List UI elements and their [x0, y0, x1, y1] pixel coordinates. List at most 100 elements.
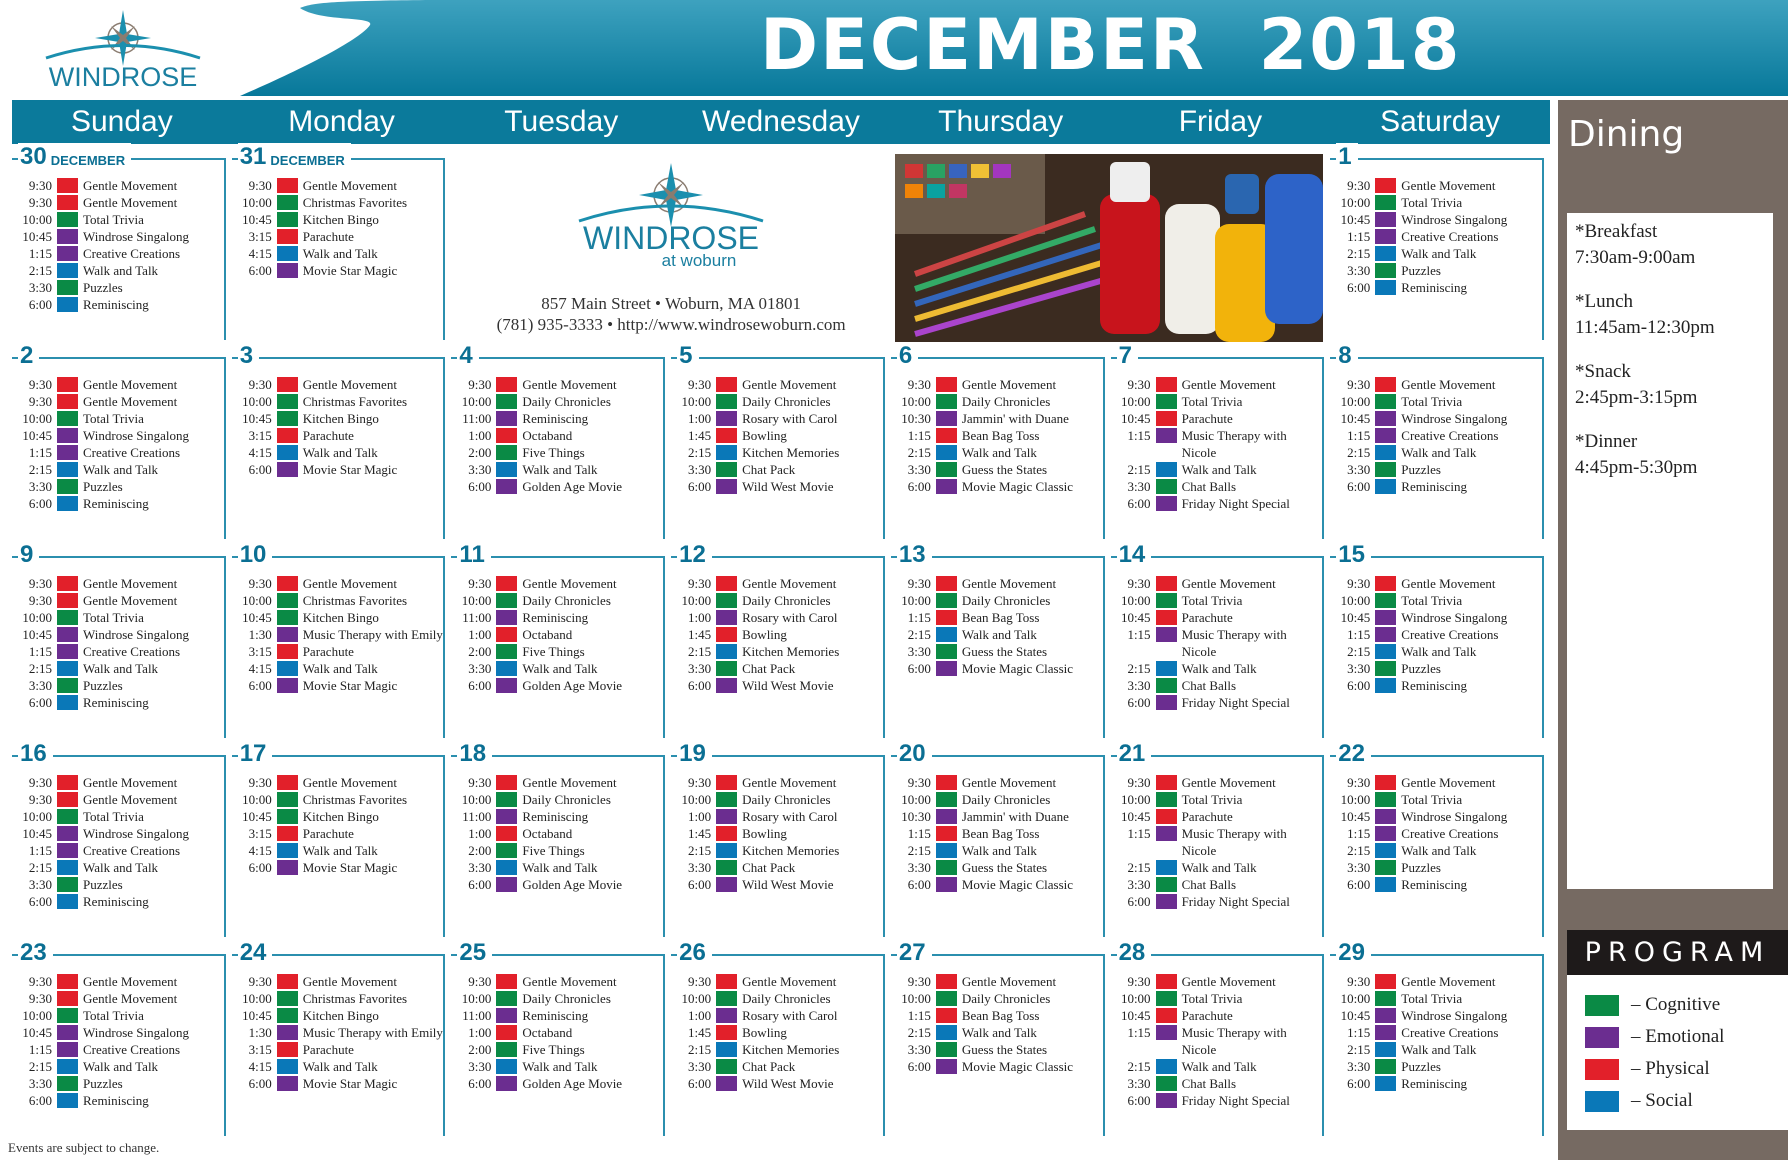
day-number: 11 [459, 541, 485, 568]
event-title: Parachute [1181, 809, 1233, 824]
event-time: 10:00 [242, 792, 272, 807]
category-swatch [935, 1042, 957, 1057]
event-title: Parachute [1181, 1008, 1233, 1023]
day-cell: 28 9:30 Gentle Movement 10:00 Total Trivia 10… [1110, 939, 1331, 1140]
event-time: 9:30 [248, 576, 272, 591]
category-swatch [496, 1059, 518, 1074]
event-title: Gentle Movement [1401, 178, 1496, 193]
category-swatch [1155, 792, 1177, 807]
event-item: 10:00 Christmas Favorites [232, 791, 444, 808]
event-time: 3:30 [1347, 661, 1371, 676]
category-swatch [276, 178, 298, 193]
event-list: 9:30 Gentle Movement 10:00 Daily Chronicles… [671, 575, 883, 694]
category-swatch [716, 1076, 738, 1091]
event-list: 9:30 Gentle Movement 10:00 Total Trivia 10:4… [1330, 575, 1542, 694]
day-cell: 22 9:30 Gentle Movement 10:00 Total Trivia 10… [1330, 740, 1550, 941]
category-swatch [1155, 894, 1177, 909]
event-item: 9:30 Gentle Movement [12, 973, 224, 990]
event-time: 6:00 [468, 877, 492, 892]
svg-text:at woburn: at woburn [662, 251, 737, 269]
event-time: 10:45 [1340, 809, 1371, 824]
paint-photo [894, 154, 1323, 342]
event-title: Movie Magic Classic [961, 661, 1074, 676]
event-title: Gentle Movement [1181, 377, 1276, 392]
event-item: 1:15 Music Therapy with Nicole [1111, 626, 1323, 660]
event-title: Five Things [522, 1042, 585, 1057]
event-time: 9:30 [248, 178, 272, 193]
event-title: Gentle Movement [961, 377, 1057, 392]
day-number: 2 [20, 342, 34, 369]
category-swatch [57, 178, 78, 193]
event-time: 3:30 [1127, 678, 1151, 693]
event-title: Parachute [302, 428, 354, 443]
category-swatch [1375, 991, 1397, 1006]
event-title: Wild West Movie [742, 877, 834, 892]
category-swatch [57, 877, 78, 892]
event-time: 2:15 [1347, 246, 1371, 261]
month-title: DECEMBER 2018 [760, 4, 1462, 86]
event-item: 2:00 Five Things [451, 444, 663, 461]
event-time: 3:30 [1347, 860, 1371, 875]
event-item: 3:30 Puzzles [12, 279, 224, 296]
event-time: 10:00 [242, 593, 272, 608]
day-number: 16 [20, 740, 47, 767]
event-title: Daily Chronicles [961, 394, 1051, 409]
event-item: 2:15 Kitchen Memories [671, 842, 883, 859]
event-title: Five Things [522, 644, 585, 659]
weekday-header: Sunday Monday Tuesday Wednesday Thursday Frid… [12, 100, 1550, 144]
event-title: Creative Creations [1401, 627, 1499, 642]
event-item: 6:00 Golden Age Movie [451, 876, 663, 893]
event-title: Walk and Talk [1401, 445, 1477, 460]
event-title: Daily Chronicles [742, 792, 831, 807]
event-title: Music Therapy with Emily [302, 1025, 443, 1040]
category-swatch [496, 377, 518, 392]
event-item: 10:00 Total Trivia [1330, 592, 1542, 609]
day-number-label: 6 [896, 342, 919, 370]
event-title: Walk and Talk [302, 1059, 378, 1074]
event-item: 10:45 Parachute [1111, 1007, 1323, 1024]
event-title: Windrose Singalong [1401, 610, 1508, 625]
event-title: Total Trivia [83, 610, 144, 625]
event-title: Creative Creations [83, 843, 181, 858]
event-time: 6:00 [907, 877, 931, 892]
category-swatch [276, 627, 298, 642]
day-number: 12 [679, 541, 706, 568]
legend-label: – Social [1631, 1090, 1693, 1111]
meal-name: *Dinner [1575, 431, 1638, 452]
event-title: Kitchen Bingo [302, 610, 379, 625]
event-title: Gentle Movement [302, 775, 397, 790]
event-time: 6:00 [468, 1076, 492, 1091]
compass-rose-icon [639, 163, 704, 227]
meal-name: *Breakfast [1575, 221, 1658, 242]
category-swatch [1375, 644, 1397, 659]
event-title: Gentle Movement [742, 377, 837, 392]
day-cell: 6 9:30 Gentle Movement 10:00 Daily Chronicle… [890, 342, 1111, 543]
event-item: 9:30 Gentle Movement [1111, 973, 1323, 990]
weekday-tuesday: Tuesday [504, 105, 619, 138]
category-swatch [57, 1042, 78, 1057]
day-number: 7 [1118, 342, 1132, 369]
weekday-friday: Friday [1178, 105, 1263, 138]
category-swatch [276, 678, 298, 693]
event-time: 6:00 [28, 496, 52, 511]
event-time: 10:00 [901, 792, 931, 807]
event-time: 6:00 [688, 877, 712, 892]
event-title: Gentle Movement [742, 576, 837, 591]
legend-swatch [1585, 1058, 1619, 1080]
meal-item: *Breakfast 7:30am-9:00am [1575, 219, 1765, 271]
event-time: 6:00 [907, 661, 931, 676]
event-time: 1:15 [28, 843, 52, 858]
category-swatch [716, 860, 738, 875]
event-time: 9:30 [1127, 377, 1151, 392]
day-frame [451, 755, 666, 937]
day-cell: 12 9:30 Gentle Movement 10:00 Daily Chronicl… [671, 541, 891, 742]
category-swatch [496, 1076, 518, 1091]
event-title: Total Trivia [1181, 991, 1243, 1006]
day-frame [1330, 556, 1544, 738]
event-list: 9:30 Gentle Movement 10:00 Total Trivia 10:4… [1111, 973, 1323, 1109]
event-title: Rosary with Carol [742, 809, 838, 824]
event-item: 1:30 Music Therapy with Emily [232, 626, 444, 643]
event-time: 9:30 [907, 576, 931, 591]
event-title: Walk and Talk [1401, 843, 1477, 858]
event-time: 9:30 [688, 377, 712, 392]
